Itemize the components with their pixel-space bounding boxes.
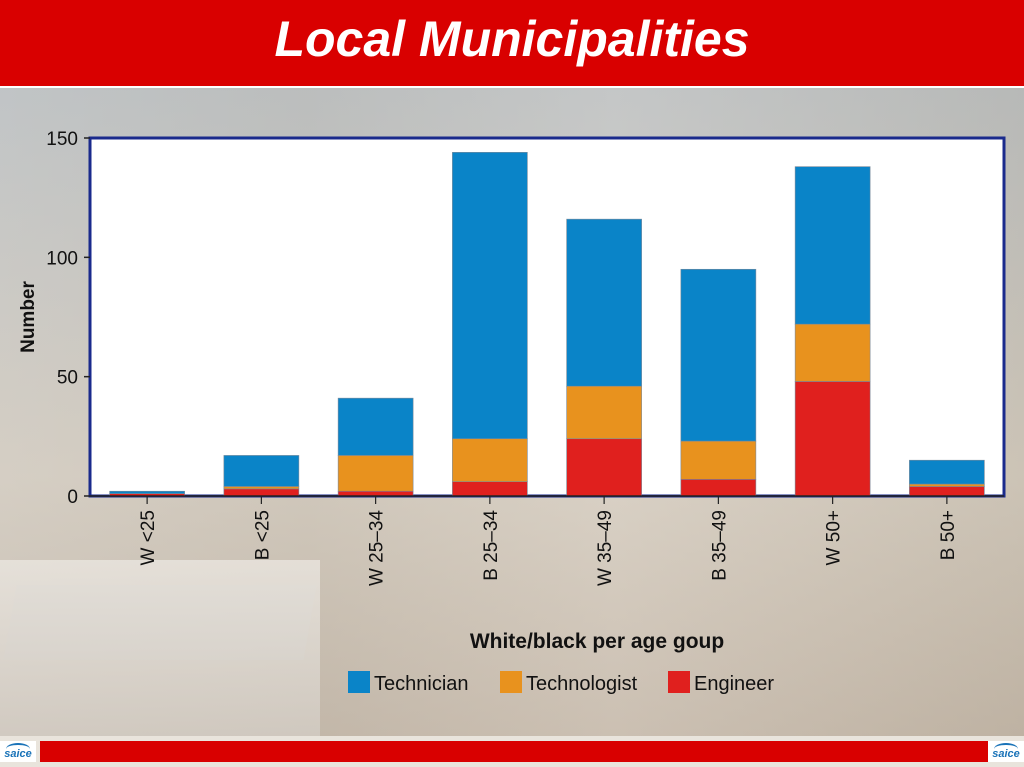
bar-technician — [909, 459, 985, 485]
title-bar: Local Municipalities — [0, 0, 1024, 88]
x-tick-label: B <25 — [252, 510, 273, 560]
bar-technician — [680, 268, 757, 442]
x-tick-label: W 25–34 — [367, 510, 388, 586]
bar-engineer — [909, 486, 985, 497]
saice-logo-left: saice — [0, 741, 36, 762]
bar-technician — [109, 490, 185, 494]
x-tick-label: W 35–49 — [595, 510, 616, 586]
legend-swatch-technologist — [500, 671, 522, 693]
legend-label-engineer: Engineer — [694, 673, 774, 695]
y-tick-label: 100 — [46, 248, 78, 269]
bar-technologist — [909, 483, 985, 487]
bar-technologist — [566, 385, 642, 440]
bar-technologist — [337, 455, 414, 492]
bar-technologist — [794, 323, 871, 382]
bar-engineer — [680, 478, 757, 497]
x-axis-label: White/black per age goup — [470, 630, 724, 653]
y-tick-label: 150 — [46, 129, 78, 150]
bar-engineer — [452, 481, 528, 497]
bar-technologist — [452, 438, 528, 482]
saice-logo-right: saice — [988, 741, 1024, 762]
background-house — [0, 560, 320, 736]
bar-technologist — [680, 440, 757, 480]
bar-engineer — [566, 438, 642, 497]
x-tick-label: B 25–34 — [481, 510, 502, 581]
slide-title: Local Municipalities — [274, 11, 750, 67]
x-tick-label: B 35–49 — [709, 510, 730, 581]
y-tick-label: 50 — [57, 368, 78, 389]
legend-label-technician: Technician — [374, 673, 469, 695]
y-axis-label: Number — [18, 281, 39, 353]
bar-technician — [223, 455, 300, 487]
x-tick-label: B 50+ — [938, 510, 959, 560]
bar-technician — [794, 166, 871, 325]
legend-swatch-engineer — [668, 671, 690, 693]
legend-label-technologist: Technologist — [526, 673, 638, 695]
bar-technologist — [223, 486, 300, 490]
bar-engineer — [223, 488, 300, 497]
bar-technician — [337, 397, 414, 456]
stacked-bar-chart: 0 50 100 150 Number W <25 B <25 W 25–34 B 25–34 W… — [18, 129, 1006, 695]
bar-technician — [452, 152, 528, 440]
legend-swatch-technician — [348, 671, 370, 693]
bar-engineer — [794, 381, 871, 497]
x-tick-label: W <25 — [138, 510, 159, 565]
bar-technician — [566, 218, 642, 387]
x-tick-label: W 50+ — [824, 510, 845, 565]
y-tick-label: 0 — [67, 487, 78, 508]
footer-bar — [40, 741, 988, 762]
